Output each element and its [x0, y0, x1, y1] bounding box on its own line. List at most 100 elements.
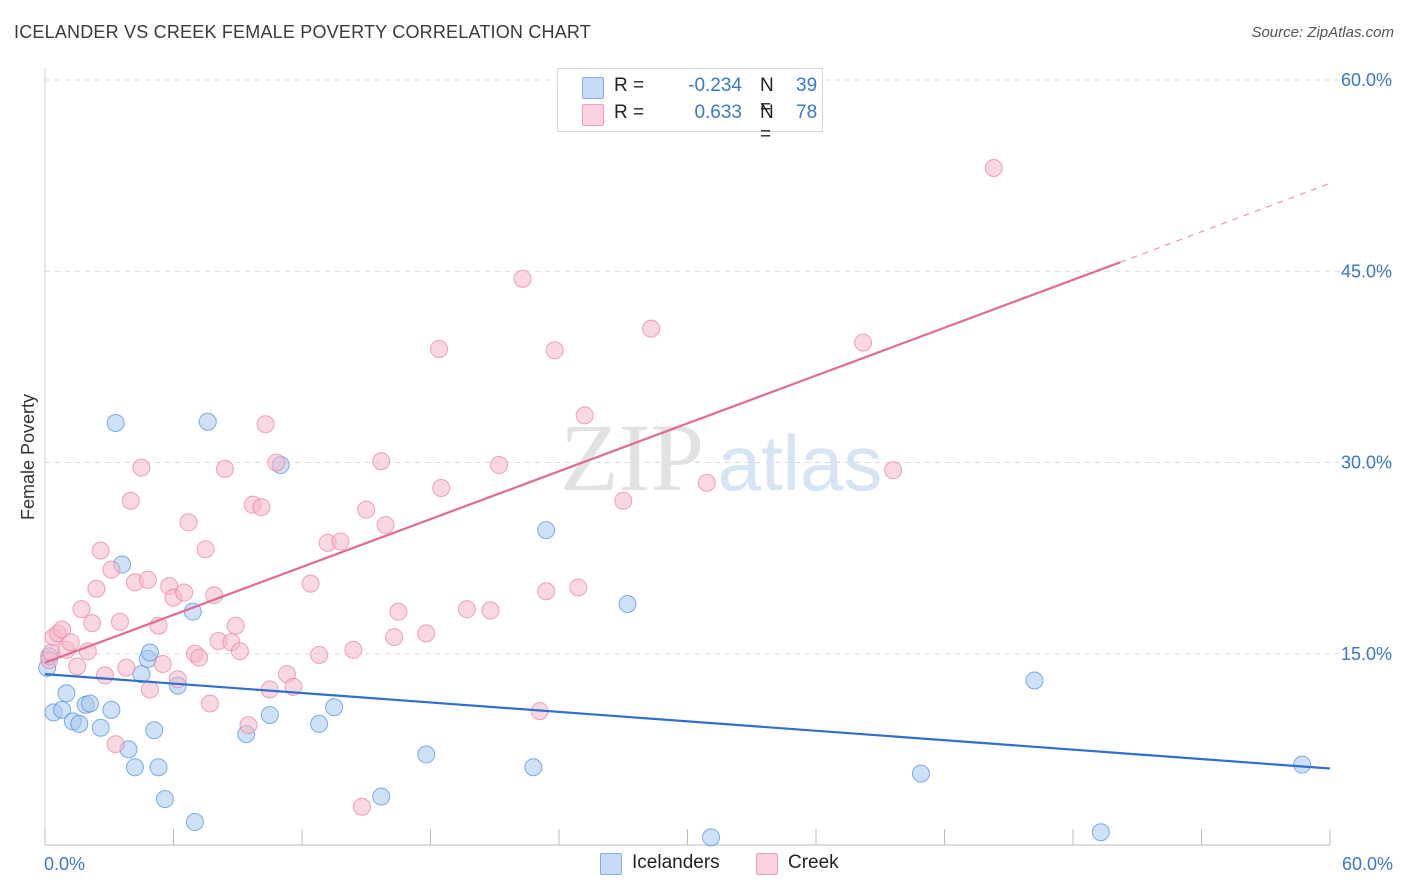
data-point [1025, 671, 1044, 690]
data-point [68, 657, 87, 676]
data-point [1091, 823, 1110, 842]
data-point [70, 714, 89, 733]
data-point [376, 515, 395, 534]
data-point [260, 705, 279, 724]
data-point [372, 787, 391, 806]
data-point [155, 790, 174, 809]
data-point [53, 700, 72, 719]
data-point [545, 341, 564, 360]
data-point [91, 541, 110, 560]
data-point [106, 735, 125, 754]
data-point [352, 797, 371, 816]
data-point [138, 570, 157, 589]
bottom-legend-swatch-icelanders [600, 853, 622, 875]
data-point [430, 340, 449, 359]
trend-line-extension [1119, 182, 1331, 263]
data-point [121, 491, 140, 510]
chart-title: ICELANDER VS CREEK FEMALE POVERTY CORREL… [14, 22, 591, 42]
data-point [230, 642, 249, 661]
data-point [196, 540, 215, 559]
data-point [72, 600, 91, 619]
watermark: ZIP atlas [560, 404, 882, 511]
watermark-atlas: atlas [718, 419, 883, 507]
axis-layer [44, 68, 1331, 846]
source-label: Source: ZipAtlas.com [1251, 24, 1394, 41]
data-point [331, 532, 350, 551]
legend-swatch-icelanders [582, 77, 604, 99]
data-point [132, 458, 151, 477]
data-point [239, 716, 258, 735]
legend-n-value: 78 [796, 102, 818, 123]
data-point [490, 456, 509, 475]
data-point [190, 648, 209, 667]
data-point [697, 473, 716, 492]
data-point [102, 560, 121, 579]
data-point [310, 646, 329, 665]
data-point [537, 582, 556, 601]
data-point [53, 620, 72, 639]
x-tick-label: 0.0% [44, 854, 85, 874]
legend-r-label: R = [614, 75, 645, 96]
data-point [911, 764, 930, 783]
legend-swatch-creek [582, 104, 604, 126]
y-tick-label: 60.0% [1341, 70, 1392, 90]
label-layer: 15.0% 30.0% 45.0% 60.0% 0.0% 60.0% Female Pove… [18, 70, 1393, 874]
legend-r-value: 0.633 [694, 102, 742, 123]
data-point [117, 658, 136, 677]
data-point [205, 586, 224, 605]
data-point [344, 640, 363, 659]
data-point [226, 616, 245, 635]
data-point [61, 633, 80, 652]
data-point [198, 412, 217, 431]
trend-line [44, 673, 1331, 770]
data-point [149, 758, 168, 777]
bottom-legend-label-creek: Creek [788, 852, 839, 873]
data-point [524, 758, 543, 777]
y-tick-label: 15.0% [1341, 644, 1392, 664]
data-point [614, 491, 633, 510]
data-point [140, 680, 159, 699]
data-point [106, 413, 125, 432]
legend-n-value: 39 [796, 75, 818, 96]
data-point [537, 521, 556, 540]
data-point [200, 694, 219, 713]
legend-n-label: N = [760, 75, 774, 118]
data-point [432, 479, 451, 497]
data-point [110, 612, 129, 631]
points-layer [38, 90, 1312, 847]
data-point [389, 602, 408, 621]
data-point [267, 453, 286, 472]
data-point [179, 513, 198, 532]
bottom-legend-label-icelanders: Icelanders [632, 852, 720, 873]
data-point [95, 666, 114, 685]
bottom-legend-swatch-creek [756, 853, 778, 875]
data-point [481, 601, 500, 620]
data-point [569, 578, 588, 597]
legend-n-label: N = [760, 102, 774, 145]
data-point [185, 813, 204, 832]
data-point [457, 600, 476, 619]
data-point [57, 684, 76, 703]
data-point [91, 718, 110, 737]
grid-layer [45, 79, 1390, 655]
trend-line [44, 261, 1121, 664]
data-point [145, 721, 164, 740]
data-point [575, 406, 594, 425]
data-point [215, 459, 234, 478]
data-point [417, 624, 436, 643]
data-point [385, 628, 404, 647]
series-icelanders [38, 412, 1312, 847]
data-point [102, 700, 121, 719]
data-point [854, 333, 873, 352]
data-point [301, 574, 320, 593]
data-point [80, 694, 99, 713]
stats-legend: R = -0.234 N = 39 R = 0.633 N = 78 [557, 68, 823, 145]
x-tick-label: 60.0% [1342, 854, 1393, 874]
data-point [513, 269, 532, 288]
data-point [884, 461, 903, 480]
data-point [252, 498, 271, 517]
data-point [1293, 755, 1312, 774]
y-axis-label: Female Poverty [18, 394, 38, 520]
data-point [310, 714, 329, 733]
